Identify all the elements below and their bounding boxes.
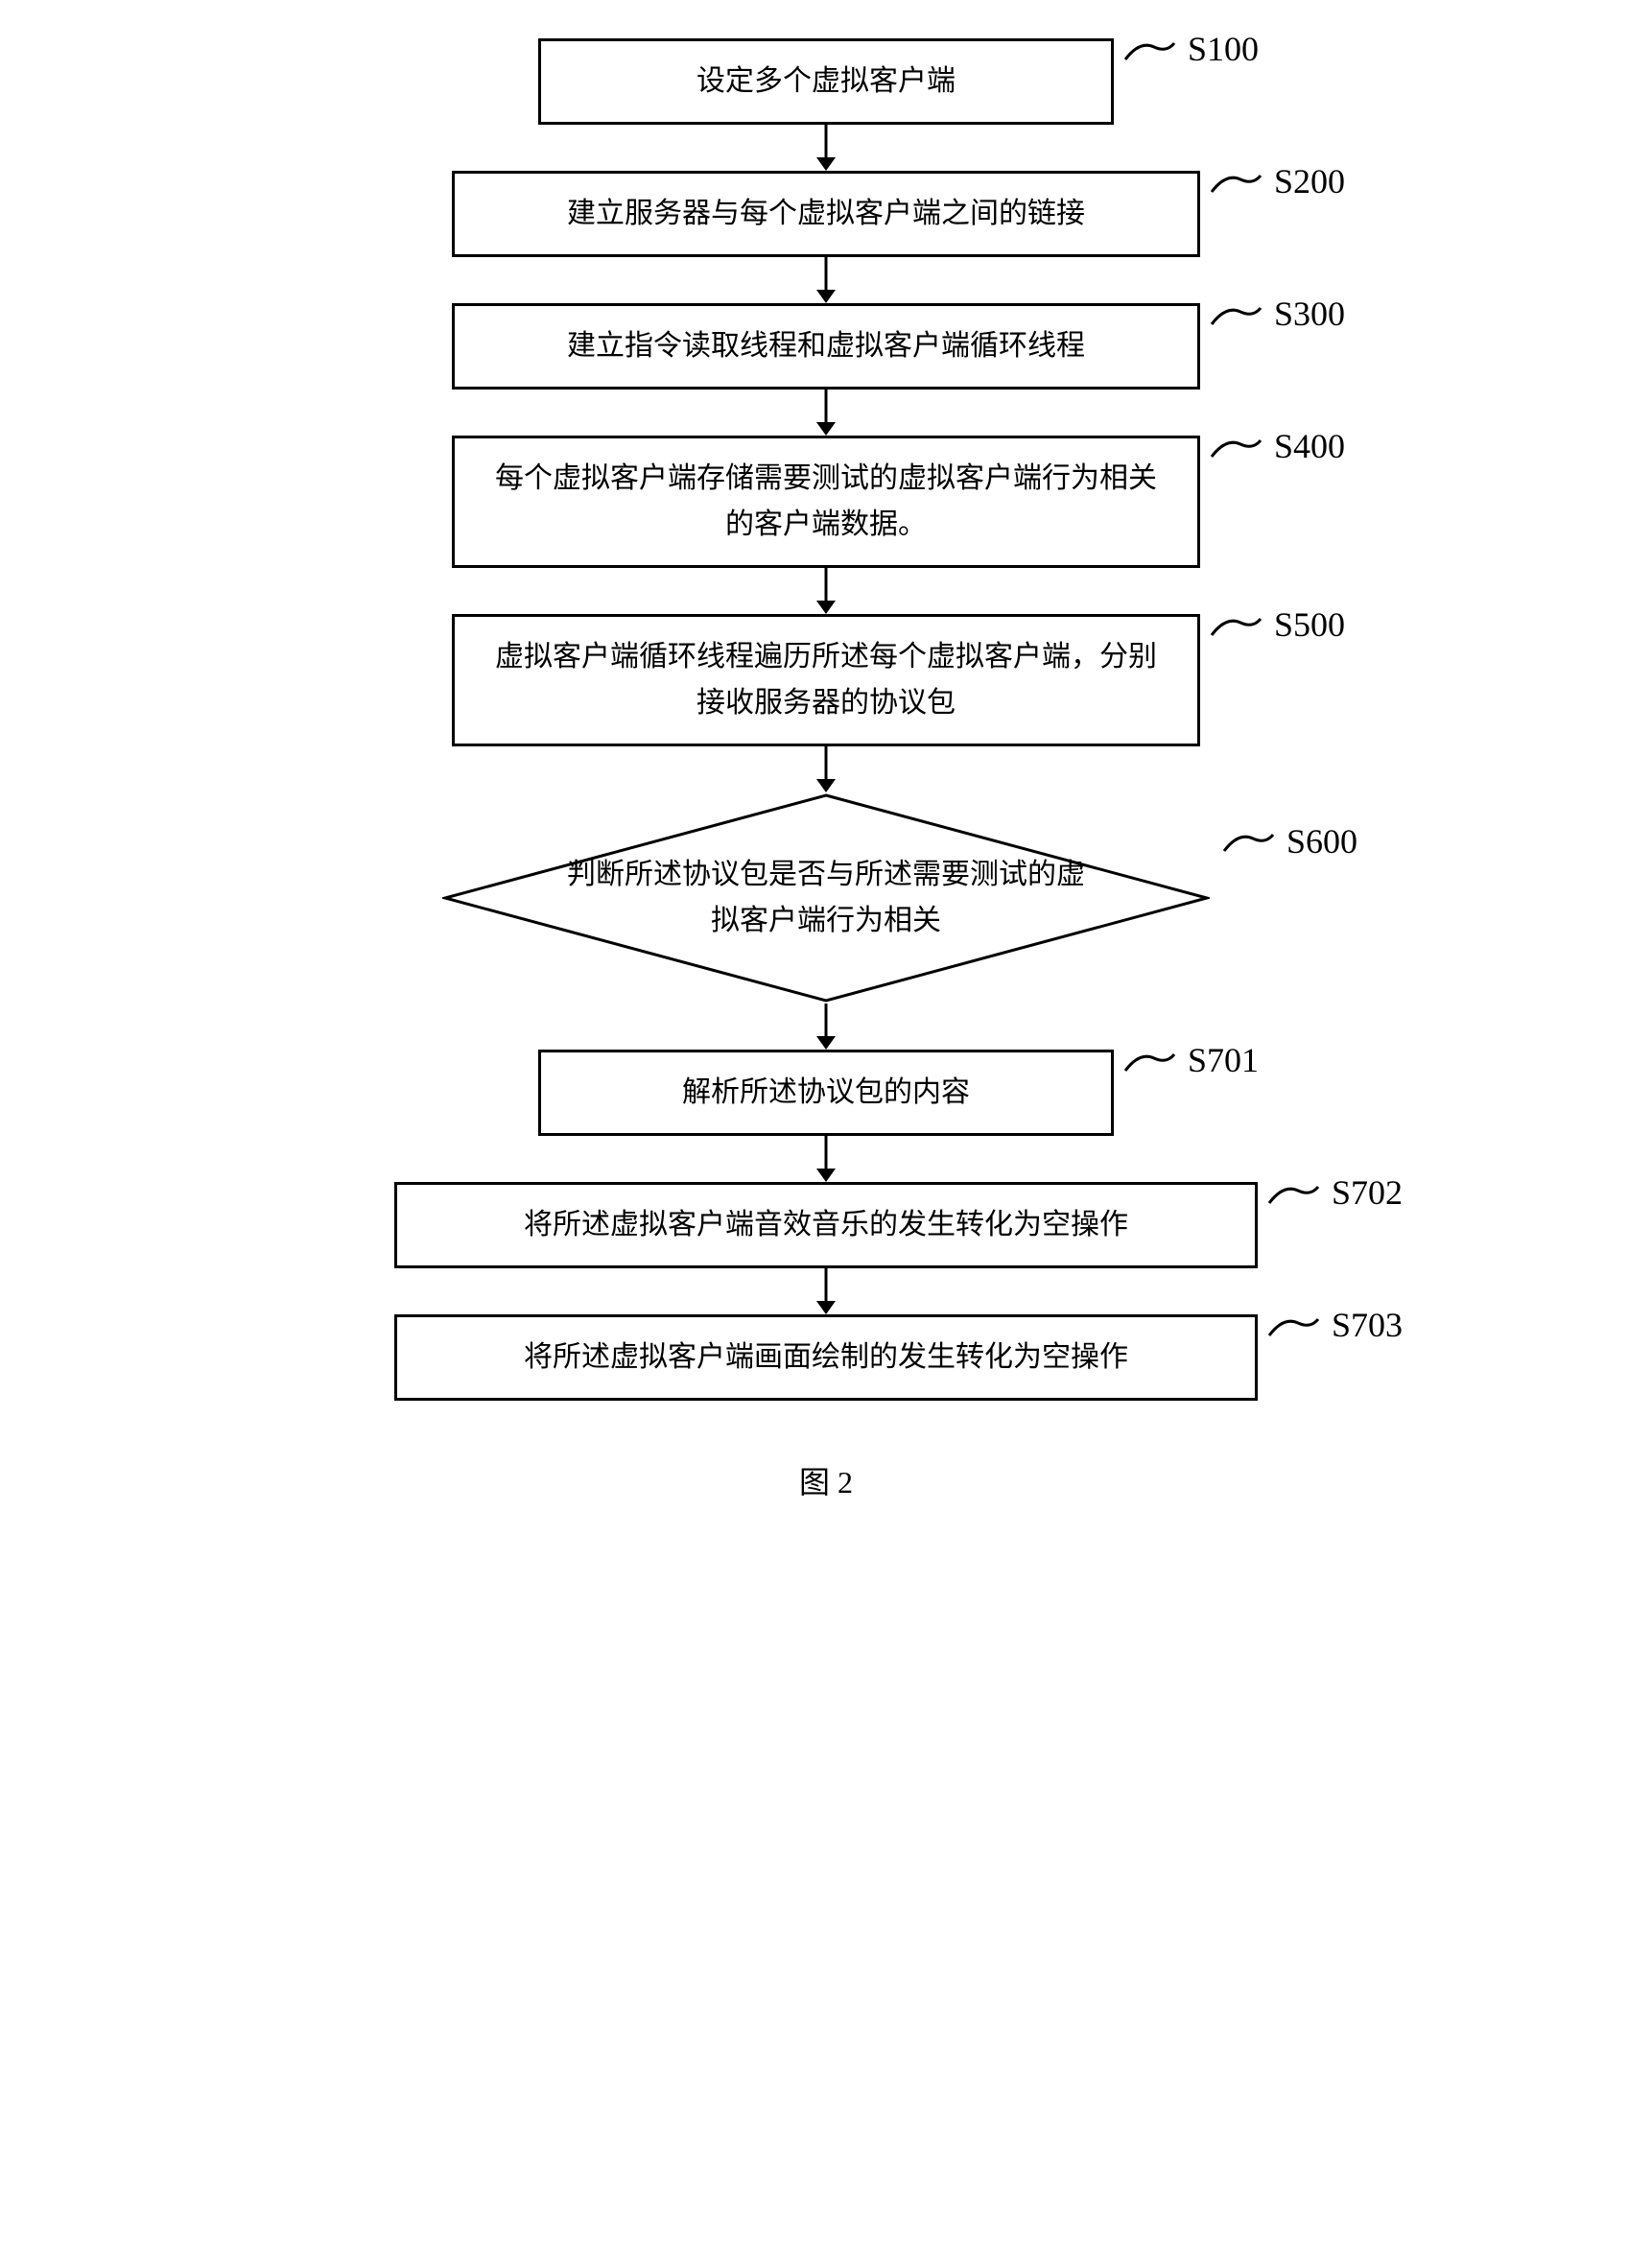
rect-box: 虚拟客户端循环线程遍历所述每个虚拟客户端，分别接收服务器的协议包S500 — [452, 614, 1200, 746]
step-label-S702: S702 — [1264, 1166, 1403, 1221]
rect-box: 设定多个虚拟客户端S100 — [538, 38, 1114, 125]
node-S701: 解析所述协议包的内容S701 — [250, 1050, 1402, 1136]
reference-curve-icon — [1207, 433, 1264, 461]
node-S600: 判断所述协议包是否与所述需要测试的虚拟客户端行为相关 S600 — [250, 792, 1402, 1004]
step-label-text: S100 — [1188, 22, 1259, 78]
flow-arrow — [812, 1136, 840, 1182]
node-S200: 建立服务器与每个虚拟客户端之间的链接S200 — [250, 171, 1402, 257]
rect-box: 每个虚拟客户端存储需要测试的虚拟客户端行为相关的客户端数据。S400 — [452, 436, 1200, 568]
reference-curve-icon — [1207, 611, 1264, 640]
figure-caption: 图 2 — [19, 1458, 1633, 1502]
node-S400: 每个虚拟客户端存储需要测试的虚拟客户端行为相关的客户端数据。S400 — [250, 436, 1402, 568]
step-label-S200: S200 — [1207, 154, 1345, 210]
step-label-text: S500 — [1274, 598, 1345, 653]
step-label-S600: S600 — [1219, 821, 1357, 862]
reference-curve-icon — [1207, 300, 1264, 329]
step-label-text: S702 — [1332, 1166, 1403, 1221]
step-label-S400: S400 — [1207, 419, 1345, 475]
step-label-text: S701 — [1188, 1033, 1259, 1089]
step-label-S500: S500 — [1207, 598, 1345, 653]
node-S702: 将所述虚拟客户端音效音乐的发生转化为空操作S702 — [250, 1182, 1402, 1268]
node-S300: 建立指令读取线程和虚拟客户端循环线程S300 — [250, 303, 1402, 390]
step-label-S703: S703 — [1264, 1298, 1403, 1354]
flow-arrow — [812, 746, 840, 792]
node-S500: 虚拟客户端循环线程遍历所述每个虚拟客户端，分别接收服务器的协议包S500 — [250, 614, 1402, 746]
reference-curve-icon — [1219, 827, 1277, 856]
reference-curve-icon — [1121, 1047, 1178, 1075]
flow-arrow — [812, 1268, 840, 1314]
rect-box: 将所述虚拟客户端画面绘制的发生转化为空操作S703 — [394, 1314, 1258, 1401]
rect-box: 建立服务器与每个虚拟客户端之间的链接S200 — [452, 171, 1200, 257]
flow-arrow — [812, 1004, 840, 1050]
flow-arrow — [812, 257, 840, 303]
diamond-box: 判断所述协议包是否与所述需要测试的虚拟客户端行为相关S600 — [442, 792, 1210, 1004]
flow-arrow — [812, 125, 840, 171]
step-label-text: S703 — [1332, 1298, 1403, 1354]
flow-arrow — [812, 568, 840, 614]
reference-curve-icon — [1207, 168, 1264, 197]
rect-box: 解析所述协议包的内容S701 — [538, 1050, 1114, 1136]
reference-curve-icon — [1264, 1311, 1322, 1340]
reference-curve-icon — [1264, 1179, 1322, 1208]
diamond-text: 判断所述协议包是否与所述需要测试的虚拟客户端行为相关 — [557, 852, 1095, 944]
node-S703: 将所述虚拟客户端画面绘制的发生转化为空操作S703 — [250, 1314, 1402, 1401]
reference-curve-icon — [1121, 35, 1178, 64]
step-label-text: S300 — [1274, 287, 1345, 343]
rect-box: 建立指令读取线程和虚拟客户端循环线程S300 — [452, 303, 1200, 390]
step-label-S100: S100 — [1121, 22, 1259, 78]
rect-box: 将所述虚拟客户端音效音乐的发生转化为空操作S702 — [394, 1182, 1258, 1268]
step-label-S300: S300 — [1207, 287, 1345, 343]
step-label-S701: S701 — [1121, 1033, 1259, 1089]
flow-arrow — [812, 390, 840, 436]
step-label-text: S400 — [1274, 419, 1345, 475]
step-label-text: S600 — [1286, 821, 1357, 862]
flowchart-container: 设定多个虚拟客户端S100 建立服务器与每个虚拟客户端之间的链接S200 建立指令读… — [250, 38, 1402, 1401]
node-S100: 设定多个虚拟客户端S100 — [250, 38, 1402, 125]
step-label-text: S200 — [1274, 154, 1345, 210]
